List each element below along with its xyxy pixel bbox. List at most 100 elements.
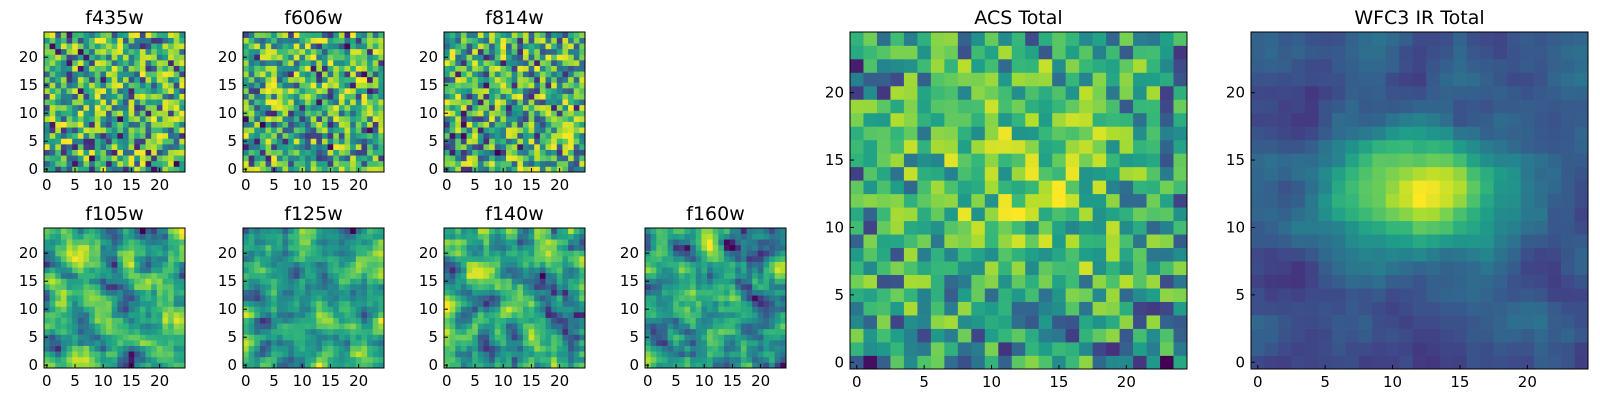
heatmap-cell [539,261,546,268]
heatmap-cell [134,132,141,139]
heatmap-cell [494,317,501,324]
heatmap-cell [506,138,513,145]
heatmap-cell [477,267,484,274]
heatmap-cell [282,351,289,358]
heatmap-cell [344,155,351,162]
heatmap-cell [44,99,50,106]
heatmap-cell [111,239,118,246]
heatmap-cell [506,88,513,94]
heatmap-cell [122,250,129,257]
heatmap-cell [55,110,62,117]
heatmap-cell [139,104,146,111]
heatmap-cell [723,228,730,234]
heatmap-cell [568,323,575,330]
heatmap-cell [66,295,73,302]
heatmap-cell [355,272,362,279]
heatmap-cell [378,289,385,296]
heatmap-cells [243,228,385,369]
heatmap-cell [890,153,905,168]
heatmap-cell [168,362,175,369]
heatmap-cell [367,306,374,313]
heatmap-cell [667,334,674,341]
heatmap-cell [271,306,278,313]
heatmap-cell [367,228,374,234]
heatmap-cell [579,121,586,128]
heatmap-cell [333,233,340,240]
heatmap-cell [168,127,175,134]
heatmap-cell [117,228,124,234]
heatmap-cell [367,88,374,94]
heatmap-cell [522,104,529,111]
heatmap-cell [545,60,552,66]
heatmap-cell [128,93,135,100]
heatmap-cell [72,351,79,358]
heatmap-cell [752,351,759,358]
heatmap-cell [145,256,152,262]
heatmap-cell [44,65,50,72]
heatmap-cell [128,138,135,145]
heatmap-cell [506,278,513,285]
heatmap-cell [556,48,563,55]
heatmap-cell [179,328,186,335]
heatmap-cell [122,295,129,302]
heatmap-cell [83,306,90,313]
heatmap-cell [259,160,266,167]
heatmap-cell [134,250,141,257]
heatmap-cell [573,93,580,100]
heatmap-cell [735,312,742,318]
heatmap-cell [276,104,283,111]
heatmap-cell [293,127,300,134]
heatmap-cell [562,239,569,246]
heatmap-cell [173,155,180,162]
heatmap-cell [355,317,362,324]
heatmap-cell [111,160,118,167]
heatmap-cell [276,155,283,162]
heatmap-cell [350,93,357,100]
heatmap-cell [517,362,524,369]
heatmap-cell [1133,355,1147,370]
heatmap-cell [89,71,96,78]
heatmap-cell [449,43,456,50]
heatmap-cell [466,239,473,246]
heatmap-cell [168,138,175,145]
heatmap-cell [1025,166,1040,181]
heatmap-cell [151,93,158,100]
heatmap-cell [539,351,546,358]
heatmap-cell [179,82,186,89]
heatmap-cell [145,261,152,268]
heatmap-cell [139,65,146,72]
heatmap-cell [876,112,891,127]
heatmap-cell [327,340,334,346]
heatmap-cell [327,351,334,358]
heatmap-cell [89,54,96,61]
heatmap-cell [361,138,368,145]
heatmap-cell [55,127,62,134]
heatmap-cell [254,272,261,279]
heatmap-cell [282,65,289,72]
heatmap-cell [106,250,113,257]
heatmap-cell [472,256,479,262]
heatmap-cell [100,76,107,83]
heatmap-cell [489,306,496,313]
heatmap-cell [690,340,697,346]
heatmap-cell [117,138,124,145]
heatmap-cell [573,43,580,50]
heatmap-cell [568,356,575,363]
heatmap-cell [661,328,668,335]
heatmap-cell [333,76,340,83]
heatmap-cell [55,250,62,257]
heatmap-cell [66,284,73,290]
heatmap-cell [111,345,118,352]
heatmap-cell [551,71,558,78]
heatmap-cell [139,272,146,279]
heatmap-cell [49,267,56,274]
heatmap-cell [579,272,586,279]
heatmap-cell [372,267,379,274]
heatmap-cell [151,295,158,302]
heatmap-cell [551,60,558,66]
heatmap-cell [477,261,484,268]
heatmap-cell [998,126,1013,141]
axes-frame [242,227,385,369]
heatmap-cell [534,295,541,302]
heatmap-cell [111,278,118,285]
